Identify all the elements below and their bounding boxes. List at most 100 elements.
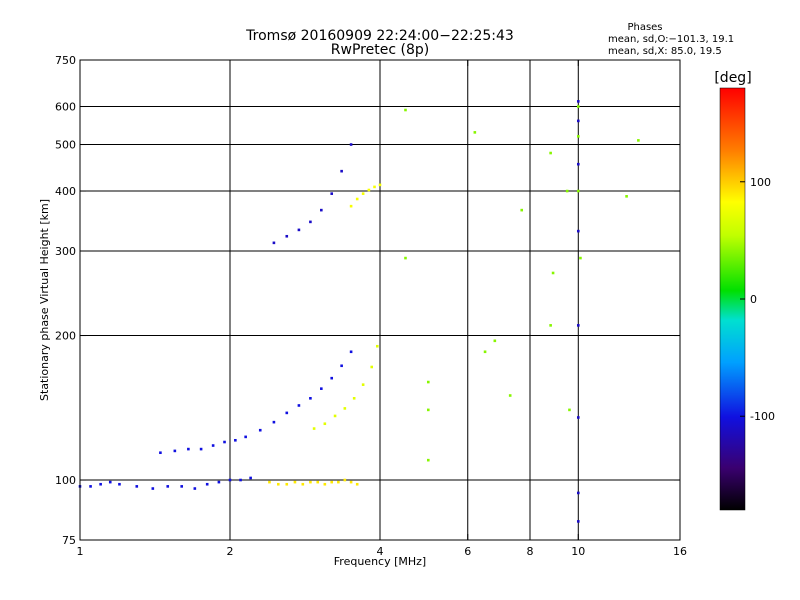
y-tick-label: 500 <box>55 139 76 152</box>
data-point <box>579 256 582 260</box>
data-point <box>337 480 340 484</box>
data-point <box>309 397 312 400</box>
data-point <box>320 387 323 390</box>
legend-title: Phases <box>627 22 662 33</box>
data-point <box>576 416 580 419</box>
data-point <box>340 169 343 173</box>
data-point <box>576 135 580 138</box>
data-point <box>276 482 280 486</box>
data-point <box>373 185 376 189</box>
data-point <box>323 422 327 426</box>
data-point <box>520 208 524 212</box>
colorbar-tick-label: -100 <box>750 410 775 423</box>
data-point <box>349 143 353 146</box>
data-point <box>258 428 262 432</box>
data-point <box>426 408 430 412</box>
colorbar-gradient <box>719 87 746 511</box>
data-point <box>352 397 356 400</box>
data-point <box>180 485 184 488</box>
data-point <box>483 350 487 354</box>
colorbar-label: [deg] <box>714 70 751 86</box>
data-point <box>576 119 580 123</box>
legend-line-x: mean, sd,X: 85.0, 19.5 <box>608 46 722 57</box>
data-point <box>108 480 112 484</box>
data-point <box>173 449 177 453</box>
data-point <box>187 447 190 451</box>
data-point <box>426 380 430 384</box>
data-point <box>576 105 580 108</box>
y-tick-label: 400 <box>55 185 76 198</box>
data-points <box>78 100 640 523</box>
data-point <box>118 482 121 486</box>
data-point <box>361 192 365 195</box>
x-tick-label: 6 <box>464 545 471 558</box>
data-point <box>223 440 226 444</box>
data-point <box>508 394 512 397</box>
data-point <box>355 197 359 201</box>
data-point <box>404 256 407 260</box>
data-point <box>576 162 580 166</box>
data-point <box>323 482 327 486</box>
plot-area: 1 2 4 6 8 10 16 75 100 200 300 400 500 600 750 <box>55 54 687 558</box>
data-point <box>378 183 382 187</box>
data-point <box>268 480 271 484</box>
data-point <box>549 324 552 327</box>
axis-ticks: 1 2 4 6 8 10 16 75 100 200 300 400 500 600 750 <box>55 54 687 558</box>
data-point <box>355 482 359 486</box>
data-point <box>625 195 628 198</box>
data-point <box>320 208 323 212</box>
data-point <box>285 411 289 415</box>
data-point <box>576 189 580 193</box>
y-tick-label: 300 <box>55 245 76 258</box>
data-point <box>330 192 334 195</box>
data-point <box>205 482 209 486</box>
data-point <box>159 451 162 455</box>
data-point <box>285 482 289 486</box>
data-point <box>333 414 337 418</box>
x-tick-label: 10 <box>571 545 585 558</box>
data-point <box>249 476 252 480</box>
data-point <box>330 376 334 380</box>
data-point <box>426 458 430 462</box>
x-axis-label: Frequency [MHz] <box>334 555 426 568</box>
data-point <box>239 478 242 482</box>
data-point <box>293 480 297 484</box>
data-point <box>340 364 343 368</box>
colorbar-tick-label: 0 <box>750 293 757 306</box>
data-point <box>151 487 155 490</box>
data-point <box>370 365 374 369</box>
y-axis-label: Stationary phase Virtual Height [km] <box>38 199 51 401</box>
y-tick-label: 75 <box>62 534 76 547</box>
data-point <box>297 404 301 407</box>
data-point <box>166 485 170 488</box>
data-point <box>576 520 580 523</box>
data-point <box>89 485 92 488</box>
data-point <box>316 480 320 484</box>
data-point <box>330 480 334 484</box>
x-tick-label: 4 <box>377 545 384 558</box>
data-point <box>493 339 497 343</box>
data-point <box>576 229 580 233</box>
data-point <box>473 131 477 134</box>
chart-subtitle: RwPretec (8p) <box>331 42 429 58</box>
data-point <box>297 228 301 232</box>
legend: Phases mean, sd,O:−101.3, 19.1 mean, sd,… <box>608 22 734 57</box>
y-tick-label: 600 <box>55 101 76 114</box>
data-point <box>135 485 139 488</box>
data-point <box>312 427 316 430</box>
data-point <box>349 350 353 354</box>
x-tick-label: 2 <box>227 545 234 558</box>
data-point <box>565 189 569 193</box>
data-point <box>343 407 347 410</box>
data-point <box>228 478 232 482</box>
data-point <box>309 480 312 484</box>
x-tick-label: 1 <box>77 545 84 558</box>
data-point <box>217 480 221 484</box>
y-tick-label: 100 <box>55 474 76 487</box>
data-point <box>576 100 580 103</box>
data-point <box>349 480 353 484</box>
colorbar: [deg] 100 0 -100 <box>714 70 775 511</box>
legend-line-o: mean, sd,O:−101.3, 19.1 <box>608 34 734 45</box>
data-point <box>349 204 353 208</box>
